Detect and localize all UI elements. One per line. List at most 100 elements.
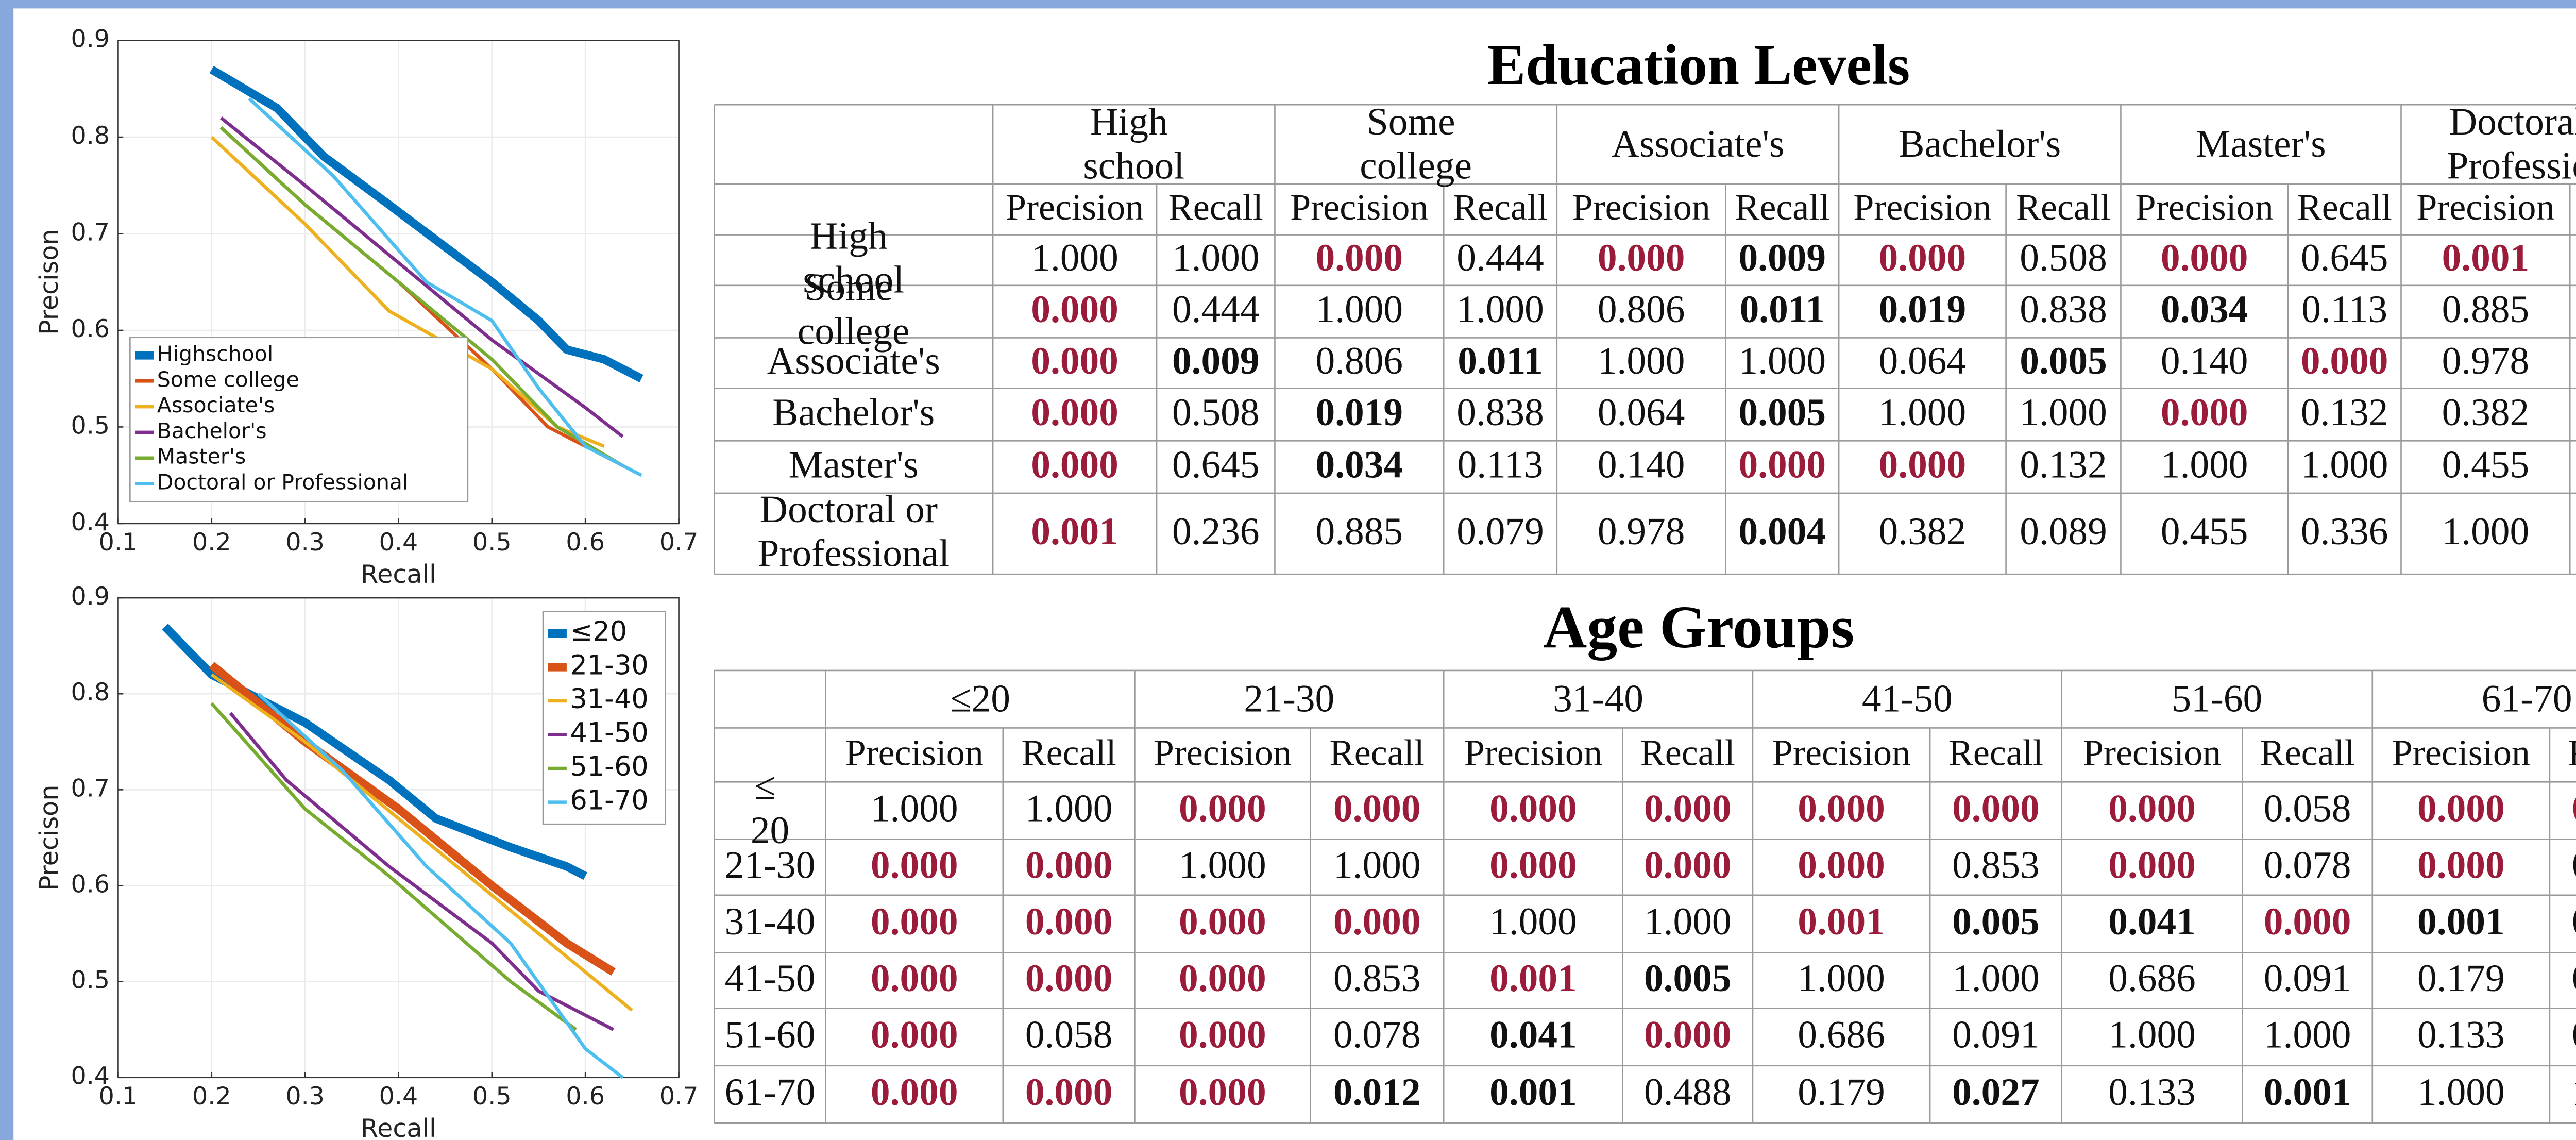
subcolumn-header: Precision — [2416, 187, 2554, 228]
table-cell: 0.000 — [2161, 391, 2248, 434]
y-tick-label: 0.7 — [71, 774, 110, 802]
table-cell: 1.000 — [1952, 957, 2040, 1000]
table-cell: 0.686 — [2108, 957, 2196, 1000]
table-cell: 0.000 — [1598, 237, 1685, 279]
table-cell: 0.064 — [1879, 340, 1967, 382]
x-tick-label: 0.4 — [379, 1082, 418, 1111]
column-header: High school — [1083, 100, 1184, 187]
column-header: Bachelor's — [1899, 123, 2061, 165]
table-title: Age Groups — [1543, 593, 1854, 661]
table-cell: 0.978 — [1598, 510, 1685, 553]
table-cell: 0.000 — [1489, 787, 1577, 830]
table-cell: 0.000 — [1798, 844, 1885, 886]
table-cell: 0.885 — [2442, 288, 2530, 331]
table-cell: 0.011 — [1740, 288, 1825, 331]
table-cell: 0.001 — [2417, 900, 2505, 943]
row-header: 31-40 — [725, 900, 816, 943]
table-cell: 0.004 — [1739, 510, 1826, 553]
table-cell: 0.011 — [1458, 340, 1543, 382]
table-cell: 0.179 — [2417, 957, 2505, 1000]
row-header: ≤ 20 — [751, 765, 789, 852]
table-cell: 0.853 — [1333, 957, 1421, 1000]
table-cell: 0.444 — [1456, 237, 1544, 279]
subcolumn-header: Recall — [1735, 187, 1829, 228]
table-cell: 0.978 — [2442, 340, 2530, 382]
series-line — [257, 692, 624, 1079]
table-cell: 1.000 — [1031, 237, 1118, 279]
subcolumn-header: Precision — [1572, 187, 1710, 228]
legend-label: 31-40 — [570, 683, 648, 715]
subcolumn-header: Recall — [1022, 732, 1116, 774]
row-header: 41-50 — [725, 957, 816, 1000]
row-header: Bachelor's — [772, 391, 935, 434]
column-header: ≤20 — [950, 678, 1010, 720]
column-header: Doctoral or Professional — [2447, 100, 2576, 187]
table-cell: 0.058 — [1025, 1014, 1113, 1057]
table-cell: 0.005 — [1739, 391, 1826, 434]
x-tick-label: 0.2 — [192, 528, 231, 557]
subcolumn-header: Precision — [1772, 732, 1910, 774]
table-cell: 0.000 — [1952, 787, 2040, 830]
table-cell: 0.034 — [2161, 288, 2248, 331]
table-cell: 0.133 — [2417, 1014, 2505, 1057]
table-cell: 0.140 — [1598, 444, 1685, 487]
table-cell: 0.000 — [2108, 844, 2196, 886]
y-tick-label: 0.4 — [71, 1062, 110, 1091]
table-cell: 0.041 — [1489, 1014, 1577, 1057]
subcolumn-header: Recall — [1640, 732, 1735, 774]
row-header: High school — [803, 215, 904, 301]
table-cell: 1.000 — [2264, 1014, 2351, 1057]
legend-label: 41-50 — [570, 717, 648, 749]
x-tick-label: 0.6 — [566, 1082, 605, 1111]
table-cell: 0.488 — [2572, 900, 2576, 943]
subcolumn-header: Recall — [1168, 187, 1263, 228]
table-cell: 0.000 — [1031, 444, 1118, 487]
table-cell: 1.000 — [1333, 844, 1421, 886]
subcolumn-header: Recall — [1453, 187, 1548, 228]
table-cell: 0.455 — [2442, 444, 2530, 487]
table-cell: 0.012 — [2572, 844, 2576, 886]
table-cell: 1.000 — [2161, 444, 2248, 487]
table-cell: 0.078 — [1333, 1014, 1421, 1057]
subcolumn-header: Recall — [1948, 732, 2043, 774]
row-header: Master's — [789, 444, 919, 487]
table-cell: 0.336 — [2301, 510, 2388, 553]
table-cell: 1.000 — [1172, 237, 1260, 279]
table-cell: 0.019 — [1316, 391, 1403, 434]
x-tick-label: 0.3 — [285, 1082, 325, 1111]
row-header: Doctoral or Professional — [757, 489, 950, 575]
table-cell: 0.000 — [1025, 844, 1113, 886]
table-cell: 0.001 — [2572, 1014, 2576, 1057]
legend-label: Some college — [157, 367, 299, 392]
table-cell: 0.000 — [1025, 900, 1113, 943]
table-cell: 0.000 — [1333, 900, 1421, 943]
table-cell: 0.001 — [1798, 900, 1885, 943]
table-cell: 1.000 — [1798, 957, 1885, 1000]
table-cell: 0.000 — [2108, 787, 2196, 830]
table-cell: 0.041 — [2108, 900, 2196, 943]
table-cell: 0.000 — [1489, 844, 1577, 886]
table-cell: 0.034 — [1316, 444, 1403, 487]
table-cell: 0.132 — [2301, 391, 2388, 434]
x-axis-label: Recall — [361, 559, 436, 589]
y-tick-label: 0.6 — [71, 870, 110, 898]
table-cell: 0.001 — [1031, 510, 1118, 553]
table-cell: 1.000 — [2301, 444, 2388, 487]
table-cell: 0.001 — [1489, 1071, 1577, 1114]
y-tick-label: 0.5 — [71, 411, 110, 440]
table-cell: 1.000 — [2108, 1014, 2196, 1057]
column-header: Some college — [1360, 100, 1472, 187]
table-cell: 0.000 — [871, 1071, 958, 1114]
subcolumn-header: Precision — [845, 732, 984, 774]
legend-label: Master's — [157, 444, 246, 469]
y-tick-label: 0.8 — [71, 122, 110, 150]
table-cell: 0.000 — [1333, 787, 1421, 830]
table-cell: 0.019 — [1879, 288, 1967, 331]
subcolumn-header: Precision — [2392, 732, 2530, 774]
table-cell: 0.806 — [1598, 288, 1685, 331]
table-cell: 0.000 — [1644, 787, 1732, 830]
table-cell: 0.000 — [1025, 1071, 1113, 1114]
table-cell: 0.001 — [2442, 237, 2530, 279]
legend-label: 51-60 — [570, 751, 648, 782]
column-header: 41-50 — [1862, 678, 1953, 720]
